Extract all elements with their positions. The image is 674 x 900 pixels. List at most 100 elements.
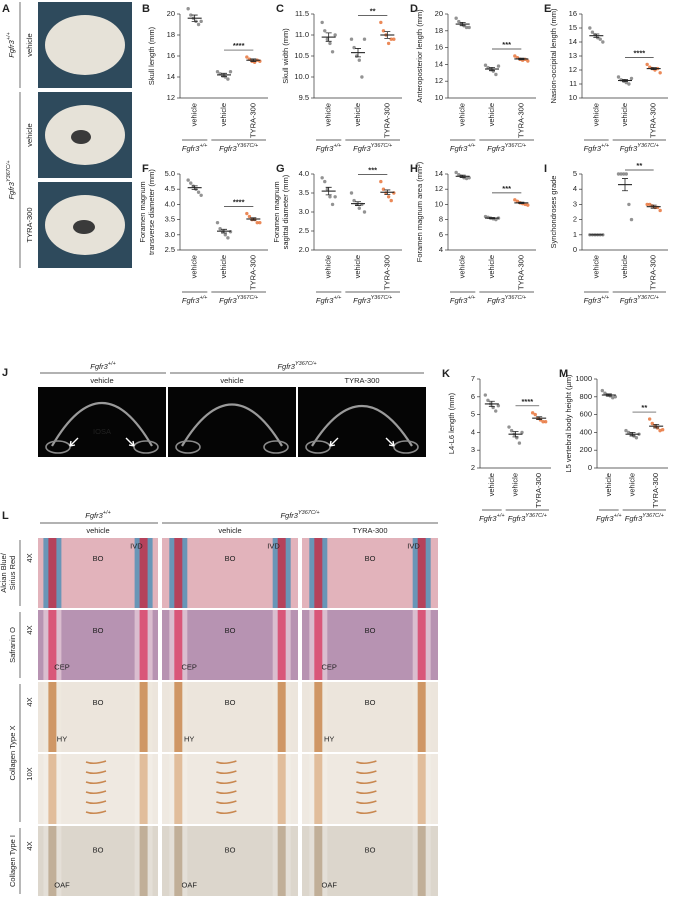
y-tick-label: 6 xyxy=(471,392,475,401)
cell-label: CEP xyxy=(54,662,69,671)
data-point xyxy=(360,75,364,79)
data-point xyxy=(464,25,469,30)
cell-label: HY xyxy=(57,734,67,743)
x-tick-label: vehicle xyxy=(324,103,333,126)
growth-plate xyxy=(277,682,286,752)
data-point xyxy=(223,233,227,237)
allele: Y367C/+ xyxy=(525,513,547,519)
data-point xyxy=(215,220,220,225)
y-axis-label: Foramen magnum xyxy=(272,181,281,242)
y-tick-label: 800 xyxy=(579,392,592,401)
gene: Fgfr3 xyxy=(353,296,371,305)
y-tick-label: 11.5 xyxy=(295,9,309,18)
y-axis-label: Foramen magnum area (mm²) xyxy=(415,161,424,262)
data-point xyxy=(613,395,618,399)
y-tick-label: 4.5 xyxy=(165,184,175,193)
x-tick-label: TYRA-300 xyxy=(382,103,391,138)
arrow xyxy=(329,437,339,447)
growth-plate xyxy=(174,682,183,752)
genotype-label: Fgfr3+/+ xyxy=(182,295,208,305)
significance-label: **** xyxy=(233,198,245,207)
data-point xyxy=(647,417,652,421)
y-tick-label: 7 xyxy=(471,374,475,383)
gene: Fgfr3 xyxy=(182,296,200,305)
significance-label: **** xyxy=(521,397,533,406)
genotype-label: Fgfr3+/+ xyxy=(182,143,208,153)
x-tick-label: vehicle xyxy=(604,473,613,496)
genotype-label: Fgfr3+/+ xyxy=(584,143,610,153)
magnification-label: 4X xyxy=(25,553,34,562)
gene: Fgfr3 xyxy=(7,181,16,199)
cell-label: OAF xyxy=(181,880,197,889)
significance-label: ** xyxy=(636,161,642,170)
gene: Fgfr3 xyxy=(450,296,468,305)
y-tick-label: 9.5 xyxy=(299,93,309,102)
y-tick-label: 3.0 xyxy=(165,230,175,239)
data-point xyxy=(454,16,458,20)
allele: +/+ xyxy=(467,143,476,149)
data-point xyxy=(619,172,623,176)
allele: Y367C/+ xyxy=(371,143,393,149)
growth-plate xyxy=(277,538,286,608)
data-point xyxy=(598,37,602,41)
ct-ring xyxy=(311,405,413,447)
cell-label: BO xyxy=(225,554,236,563)
allele: Y367C/+ xyxy=(505,143,527,149)
gene: Fgfr3 xyxy=(596,514,614,523)
data-point xyxy=(629,217,634,222)
y-tick-label: 3.0 xyxy=(299,207,309,216)
cell-label: CEP xyxy=(181,662,196,671)
data-point xyxy=(603,391,607,395)
y-tick-label: 10 xyxy=(569,93,577,102)
y-axis-label: Synchondroses grade xyxy=(549,176,558,249)
genotype-label: Fgfr3+/+ xyxy=(90,361,116,371)
significance-label: *** xyxy=(502,184,511,193)
y-tick-label: 600 xyxy=(579,410,592,419)
panel-letter: I xyxy=(544,163,547,175)
stain-streak xyxy=(356,790,377,795)
y-tick-label: 16 xyxy=(435,43,443,52)
cell-label: BO xyxy=(365,554,376,563)
genotype-label: Fgfr3Y367C/+ xyxy=(277,361,317,371)
data-point xyxy=(379,179,383,184)
growth-plate xyxy=(417,682,426,752)
data-point xyxy=(357,58,361,62)
data-point xyxy=(626,430,631,435)
allele: +/+ xyxy=(333,295,342,301)
axis xyxy=(447,14,536,99)
column-label: TYRA-300 xyxy=(344,376,379,385)
genotype-label: Fgfr3Y367C/+ xyxy=(620,295,660,305)
growth-plate xyxy=(417,538,426,608)
data-point xyxy=(330,202,335,207)
significance-label: ** xyxy=(370,6,376,15)
data-point xyxy=(588,26,592,30)
genotype-label: Fgfr3Y367C/+ xyxy=(353,295,393,305)
treatment-label: TYRA-300 xyxy=(25,207,34,242)
annotation: IOSA xyxy=(93,427,111,436)
y-tick-label: 6 xyxy=(439,230,443,239)
x-tick-label: vehicle xyxy=(627,473,636,496)
data-point xyxy=(526,59,530,63)
arrow xyxy=(125,437,135,447)
stain-streak xyxy=(85,800,107,805)
y-tick-label: 400 xyxy=(579,427,592,436)
allele: Y367C/+ xyxy=(637,143,659,149)
x-tick-label: vehicle xyxy=(458,255,467,278)
y-tick-label: 3 xyxy=(471,445,475,454)
axis xyxy=(313,174,402,251)
y-tick-label: 3 xyxy=(573,199,577,208)
magnification-label: 10X xyxy=(25,767,34,780)
data-point xyxy=(392,37,396,41)
gene: Fgfr3 xyxy=(316,144,334,153)
y-axis-label: L5 vertebral body height (µm) xyxy=(564,374,573,473)
foramen xyxy=(73,220,95,234)
significance-label: *** xyxy=(368,166,377,175)
y-tick-label: 10.0 xyxy=(294,72,309,81)
data-point xyxy=(323,29,327,33)
data-point xyxy=(645,62,649,67)
treatment-label: vehicle xyxy=(25,33,34,56)
genotype-label: Fgfr3Y367C/+ xyxy=(625,513,665,523)
data-point xyxy=(533,412,537,417)
growth-plate xyxy=(139,538,148,608)
